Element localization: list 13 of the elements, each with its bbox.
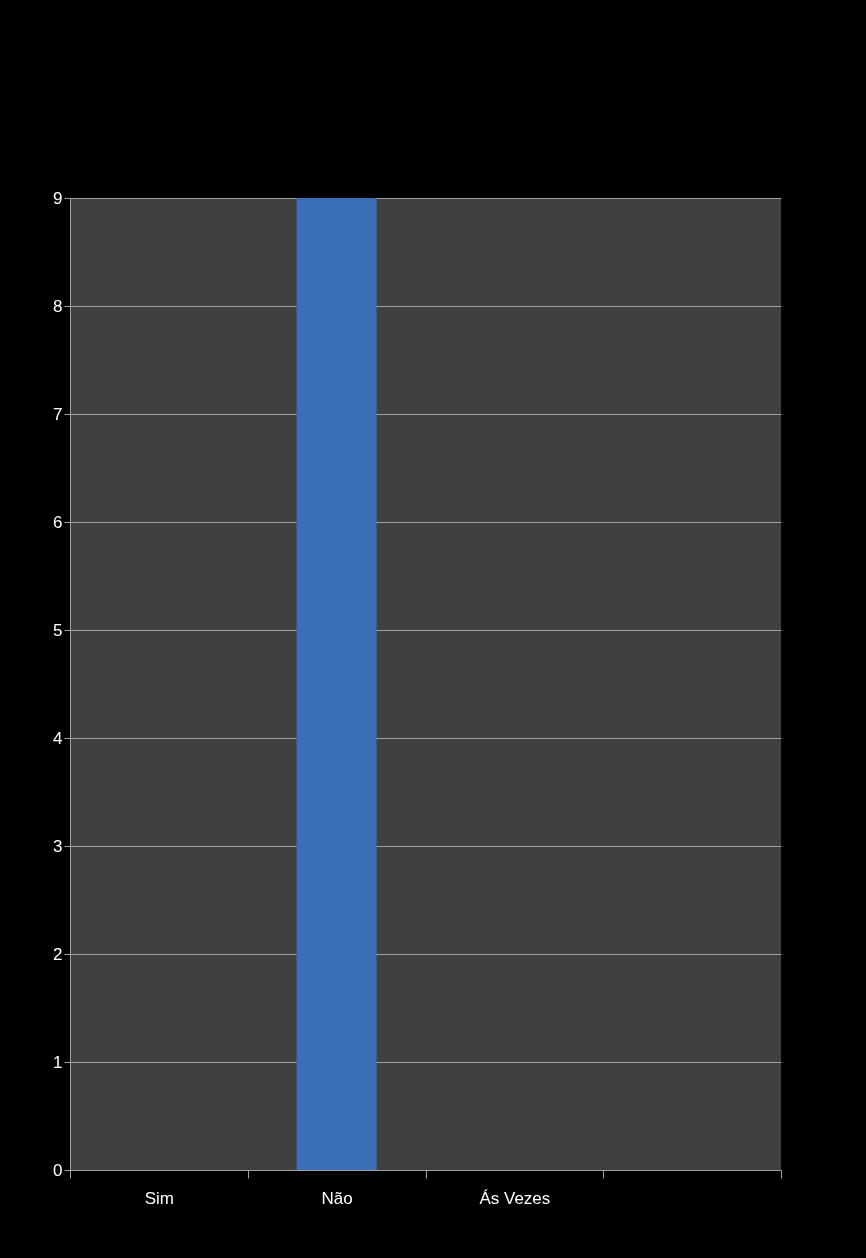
y-tick-label: 8	[53, 296, 63, 316]
y-tick-label: 9	[53, 188, 63, 208]
y-tick-label: 7	[53, 404, 63, 424]
y-tick-label: 4	[53, 728, 63, 748]
x-tick-label: Sim	[144, 1188, 175, 1208]
y-tick-label: 0	[53, 1160, 63, 1180]
y-tick-label: 2	[53, 944, 63, 964]
y-tick-label: 6	[53, 512, 63, 532]
y-tick-label: 3	[53, 836, 63, 856]
x-tick-label: Ás Vezes	[479, 1188, 551, 1208]
y-tick-label: 1	[53, 1052, 63, 1072]
y-tick-label: 5	[53, 620, 63, 640]
x-tick-label: Não	[321, 1188, 353, 1208]
